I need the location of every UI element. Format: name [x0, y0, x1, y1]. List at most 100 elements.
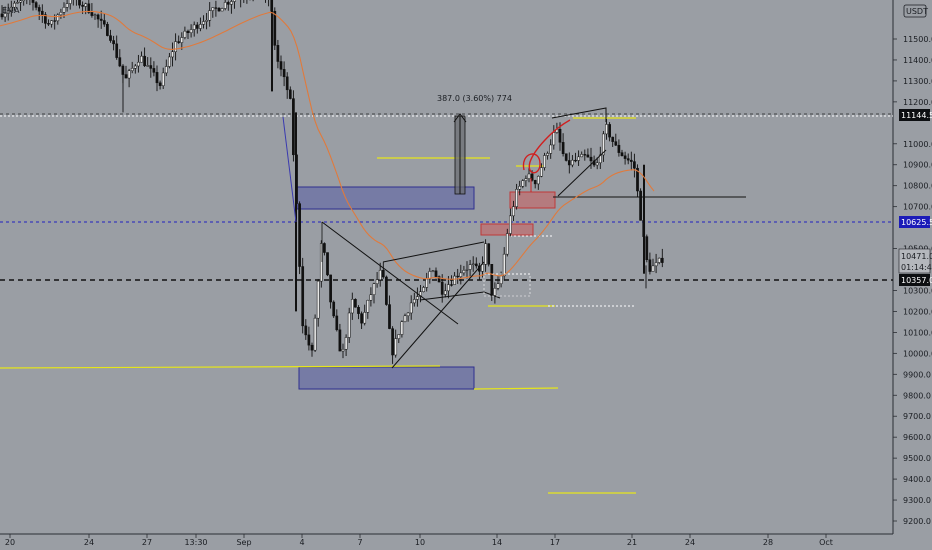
measure-label: 387.0 (3.60%) 774: [437, 94, 512, 103]
price-tick-label: 10200.0: [903, 307, 932, 316]
red-annotation-swirl: [522, 119, 571, 174]
candle-body: [183, 30, 187, 38]
currency-badge[interactable]: USDT: [906, 7, 928, 16]
candle-body: [558, 128, 562, 143]
candle-body: [660, 257, 664, 263]
candle-body: [310, 344, 314, 351]
candle-body: [87, 3, 91, 13]
candle-body: [304, 325, 308, 336]
candle-body: [577, 156, 580, 161]
candle-body: [335, 315, 339, 331]
candle-body: [552, 132, 556, 146]
candle-body: [499, 275, 503, 284]
candle-body: [549, 144, 553, 154]
price-tick-label: 10800.0: [903, 182, 932, 191]
candle-body: [84, 3, 88, 7]
time-tick-label: 20: [5, 538, 15, 547]
drawings-layer: [282, 107, 607, 369]
candle-body: [397, 334, 401, 339]
candle-body: [16, 2, 19, 4]
candle-body: [561, 142, 565, 154]
candle-body: [0, 13, 4, 18]
candle-body: [626, 158, 630, 161]
candle-body: [326, 252, 329, 276]
candle-body: [155, 72, 159, 84]
candle-body: [614, 141, 618, 146]
candle-body: [620, 152, 624, 157]
candle-body: [589, 156, 593, 162]
candle-body: [608, 124, 611, 138]
candle-body: [450, 284, 453, 286]
candle-body: [149, 65, 153, 69]
candle-body: [40, 10, 44, 15]
candle-body: [124, 74, 128, 79]
candle-body: [226, 2, 230, 5]
candle-body: [13, 2, 16, 8]
candle-body: [447, 284, 450, 292]
candle-body: [512, 206, 515, 217]
candle-body: [580, 154, 584, 158]
candle-body: [425, 278, 429, 288]
currency-badge-box[interactable]: [903, 4, 927, 18]
candle-body: [462, 270, 466, 274]
ema-indicator-label[interactable]: EMA: [2, 6, 20, 15]
price-tick-label: 11000.0: [903, 140, 932, 149]
candle-body: [416, 296, 419, 300]
candle-body: [651, 265, 655, 272]
candle-body: [118, 57, 122, 67]
time-tick-label: 27: [142, 538, 152, 547]
time-tick-label: 28: [763, 538, 773, 547]
candle-body: [195, 24, 199, 29]
price-tick-label: 9800.0: [903, 391, 931, 400]
candle-body: [350, 299, 354, 314]
candle-body: [298, 203, 301, 267]
candle-body: [633, 161, 636, 169]
top-wedge-line: [551, 107, 607, 122]
candle-body: [338, 329, 342, 352]
candle-body: [96, 14, 100, 20]
candle-body: [645, 236, 649, 260]
price-tick-label: 10700.0: [903, 203, 932, 212]
candle-body: [56, 14, 60, 22]
candle-body: [102, 20, 106, 25]
wedge-line: [391, 261, 485, 369]
time-tick-label: Sep: [236, 538, 251, 547]
candle-body: [9, 6, 13, 11]
candle-body: [292, 98, 295, 156]
candle-body: [431, 270, 435, 272]
candles-layer: [0, 0, 664, 364]
candle-body: [394, 338, 398, 356]
candle-body: [605, 124, 608, 135]
candle-body: [629, 159, 633, 162]
candle-body: [524, 178, 528, 181]
candle-body: [567, 160, 571, 166]
candle-body: [127, 70, 131, 79]
time-axis[interactable]: 20 24 27 13:30 Sep 4 7 10 14 17 21 24 28 Oct: [5, 534, 833, 547]
candle-body: [140, 55, 143, 63]
candle-body: [496, 283, 500, 289]
candle-body: [484, 243, 487, 265]
candle-body: [323, 243, 326, 253]
time-tick-label: 10: [415, 538, 425, 547]
candle-body: [527, 173, 531, 179]
black-level-price-text: 10357.0: [901, 276, 932, 285]
price-tick-label: 11200.0: [903, 98, 932, 107]
candle-body: [530, 173, 534, 181]
candle-body: [583, 154, 587, 156]
candle-body: [354, 299, 357, 308]
time-tick-label: Oct: [819, 538, 833, 547]
candle-body: [360, 313, 363, 324]
candle-body: [276, 45, 280, 62]
candle-body: [34, 2, 38, 8]
candle-body: [487, 243, 491, 265]
top-wedge-line: [557, 149, 607, 197]
price-tick-label: 9700.0: [903, 412, 931, 421]
candle-body: [409, 302, 413, 314]
candle-body: [22, 0, 26, 2]
price-tick-label: 11400.0: [903, 56, 932, 65]
candle-body: [406, 312, 410, 317]
candle-body: [422, 287, 425, 292]
price-tick-label: 9500.0: [903, 454, 931, 463]
time-tick-label: 4: [299, 538, 304, 547]
